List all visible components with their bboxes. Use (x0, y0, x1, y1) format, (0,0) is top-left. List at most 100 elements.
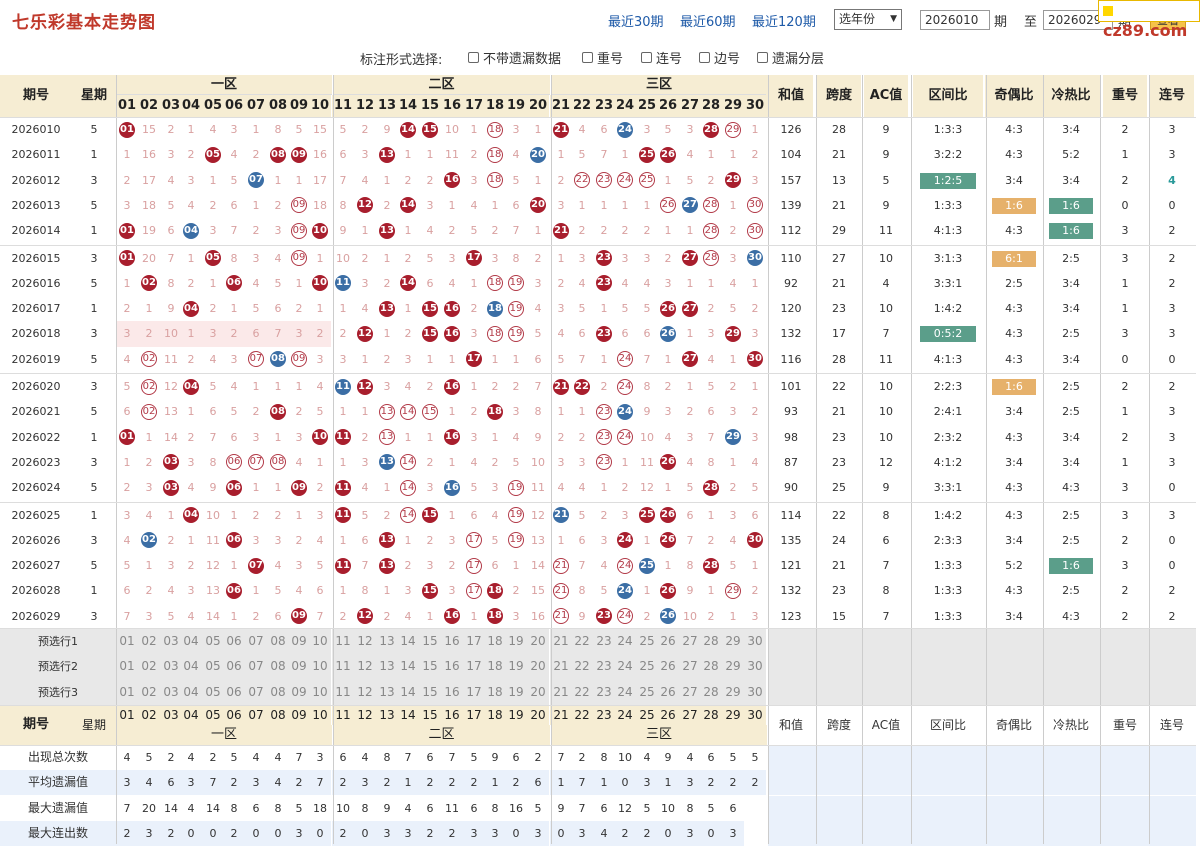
predict-number[interactable]: 06 (223, 654, 245, 680)
predict-number[interactable]: 22 (571, 629, 593, 655)
predict-number[interactable]: 30 (744, 679, 766, 705)
predict-number[interactable]: 15 (419, 629, 441, 655)
footer-issue[interactable]: 期号 (0, 704, 72, 745)
predict-number[interactable]: 29 (722, 654, 744, 680)
predict-number[interactable]: 28 (700, 629, 722, 655)
predict-number[interactable]: 04 (180, 629, 202, 655)
predict-number[interactable]: 11 (332, 629, 354, 655)
predict-number[interactable]: 13 (376, 629, 398, 655)
predict-number[interactable]: 01 (116, 679, 138, 705)
predict-number[interactable]: 24 (614, 654, 636, 680)
predict-number[interactable]: 17 (463, 654, 485, 680)
predict-number[interactable]: 26 (657, 679, 679, 705)
predict-number[interactable]: 01 (116, 654, 138, 680)
option-consecutive[interactable]: 连号 (641, 48, 682, 67)
recent-60-link[interactable]: 最近60期 (680, 15, 736, 30)
predict-number[interactable]: 14 (397, 629, 419, 655)
predict-number[interactable]: 29 (722, 679, 744, 705)
predict-number[interactable]: 20 (527, 654, 549, 680)
predict-number[interactable]: 19 (505, 679, 527, 705)
predict-number[interactable]: 14 (397, 679, 419, 705)
predict-number[interactable]: 18 (484, 629, 506, 655)
checkbox-icon[interactable] (641, 52, 652, 63)
predict-number[interactable]: 06 (223, 629, 245, 655)
predict-number[interactable]: 02 (138, 654, 160, 680)
year-select[interactable]: 选年份 ▼ (834, 9, 902, 30)
predict-number[interactable]: 28 (700, 679, 722, 705)
predict-number[interactable]: 03 (160, 654, 182, 680)
predict-number[interactable]: 04 (180, 679, 202, 705)
predict-number[interactable]: 24 (614, 679, 636, 705)
predict-number[interactable]: 20 (527, 629, 549, 655)
predict-number[interactable]: 10 (309, 679, 331, 705)
option-no-miss[interactable]: 不带遗漏数据 (468, 48, 561, 67)
predict-number[interactable]: 09 (288, 654, 310, 680)
from-issue-input[interactable]: 2026010 (920, 10, 990, 30)
predict-number[interactable]: 03 (160, 679, 182, 705)
predict-number[interactable]: 07 (245, 679, 267, 705)
predict-number[interactable]: 17 (463, 679, 485, 705)
predict-number[interactable]: 08 (267, 679, 289, 705)
predict-number[interactable]: 22 (571, 654, 593, 680)
predict-number[interactable]: 10 (309, 654, 331, 680)
predict-number[interactable]: 26 (657, 629, 679, 655)
recent-120-link[interactable]: 最近120期 (752, 15, 816, 30)
recent-30-link[interactable]: 最近30期 (608, 15, 664, 30)
predict-number[interactable]: 16 (441, 679, 463, 705)
option-edge[interactable]: 边号 (699, 48, 740, 67)
predict-number[interactable]: 02 (138, 629, 160, 655)
predict-number[interactable]: 10 (309, 629, 331, 655)
predict-number[interactable]: 14 (397, 654, 419, 680)
checkbox-icon[interactable] (757, 52, 768, 63)
predict-number[interactable]: 12 (354, 654, 376, 680)
predict-number[interactable]: 13 (376, 654, 398, 680)
predict-number[interactable]: 30 (744, 654, 766, 680)
predict-number[interactable]: 08 (267, 629, 289, 655)
predict-number[interactable]: 05 (202, 679, 224, 705)
header-issue[interactable]: 期号 (0, 75, 72, 117)
predict-number[interactable]: 28 (700, 654, 722, 680)
predict-number[interactable]: 18 (484, 654, 506, 680)
predict-number[interactable]: 15 (419, 679, 441, 705)
predict-number[interactable]: 23 (593, 629, 615, 655)
predict-number[interactable]: 23 (593, 654, 615, 680)
predict-number[interactable]: 16 (441, 654, 463, 680)
predict-number[interactable]: 07 (245, 629, 267, 655)
predict-number[interactable]: 19 (505, 654, 527, 680)
predict-number[interactable]: 27 (679, 679, 701, 705)
predict-number[interactable]: 13 (376, 679, 398, 705)
predict-number[interactable]: 12 (354, 679, 376, 705)
predict-number[interactable]: 12 (354, 629, 376, 655)
predict-number[interactable]: 05 (202, 629, 224, 655)
option-repeat[interactable]: 重号 (582, 48, 623, 67)
predict-number[interactable]: 25 (636, 629, 658, 655)
predict-number[interactable]: 08 (267, 654, 289, 680)
predict-number[interactable]: 15 (419, 654, 441, 680)
predict-number[interactable]: 21 (550, 679, 572, 705)
option-miss-layer[interactable]: 遗漏分层 (757, 48, 824, 67)
predict-number[interactable]: 06 (223, 679, 245, 705)
predict-number[interactable]: 11 (332, 654, 354, 680)
predict-number[interactable]: 17 (463, 629, 485, 655)
predict-number[interactable]: 30 (744, 629, 766, 655)
checkbox-icon[interactable] (468, 52, 479, 63)
predict-number[interactable]: 22 (571, 679, 593, 705)
predict-number[interactable]: 07 (245, 654, 267, 680)
predict-number[interactable]: 09 (288, 679, 310, 705)
checkbox-icon[interactable] (582, 52, 593, 63)
predict-number[interactable]: 01 (116, 629, 138, 655)
predict-number[interactable]: 05 (202, 654, 224, 680)
predict-number[interactable]: 20 (527, 679, 549, 705)
to-issue-input[interactable]: 2026029 (1043, 10, 1113, 30)
predict-number[interactable]: 18 (484, 679, 506, 705)
predict-number[interactable]: 02 (138, 679, 160, 705)
predict-number[interactable]: 25 (636, 679, 658, 705)
predict-number[interactable]: 03 (160, 629, 182, 655)
predict-number[interactable]: 04 (180, 654, 202, 680)
predict-number[interactable]: 19 (505, 629, 527, 655)
predict-number[interactable]: 21 (550, 654, 572, 680)
predict-number[interactable]: 24 (614, 629, 636, 655)
predict-number[interactable]: 16 (441, 629, 463, 655)
predict-number[interactable]: 27 (679, 629, 701, 655)
predict-number[interactable]: 29 (722, 629, 744, 655)
